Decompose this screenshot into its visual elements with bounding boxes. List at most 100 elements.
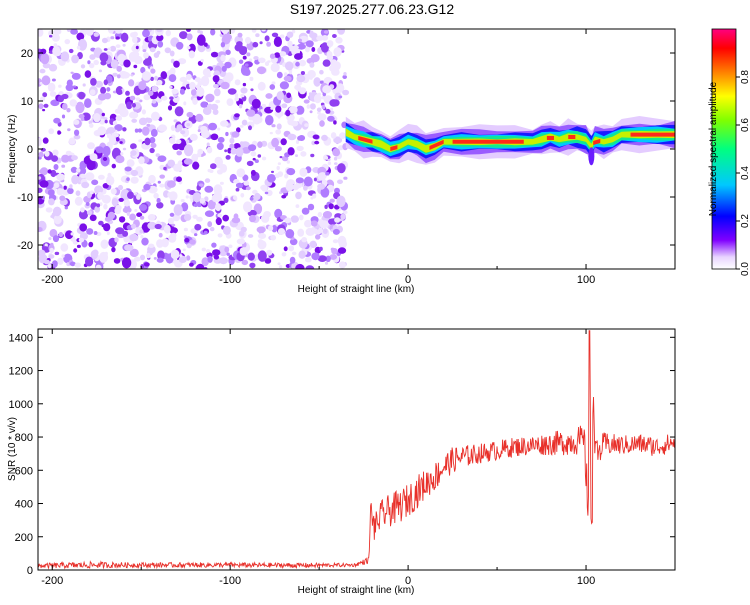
noise-speckle xyxy=(236,41,243,47)
noise-speckle xyxy=(295,61,300,67)
noise-speckle xyxy=(171,88,179,94)
signal-core xyxy=(593,138,601,145)
noise-speckle xyxy=(338,261,346,269)
noise-speckle xyxy=(247,252,255,261)
noise-speckle xyxy=(257,141,263,149)
noise-speckle xyxy=(114,237,119,243)
noise-speckle xyxy=(180,130,186,135)
noise-speckle xyxy=(201,257,209,267)
noise-speckle xyxy=(178,255,187,263)
noise-speckle xyxy=(135,97,141,101)
noise-speckle xyxy=(198,183,204,187)
noise-speckle xyxy=(223,197,229,203)
noise-speckle xyxy=(58,231,64,238)
noise-speckle xyxy=(69,99,78,107)
noise-speckle xyxy=(343,72,347,76)
noise-speckle xyxy=(333,47,342,57)
spectrogram-marks xyxy=(38,29,675,269)
noise-speckle xyxy=(103,79,109,86)
noise-speckle xyxy=(295,105,305,115)
noise-speckle xyxy=(129,111,139,119)
noise-speckle xyxy=(259,41,263,45)
noise-speckle xyxy=(170,232,177,239)
noise-speckle xyxy=(170,125,176,131)
noise-speckle xyxy=(116,88,123,95)
noise-speckle xyxy=(231,131,240,138)
noise-speckle xyxy=(268,225,274,232)
noise-speckle xyxy=(238,59,244,64)
noise-speckle xyxy=(338,145,344,151)
noise-speckle xyxy=(89,54,96,60)
noise-speckle xyxy=(324,155,329,160)
noise-speckle xyxy=(244,63,249,67)
noise-speckle xyxy=(289,256,296,264)
noise-speckle xyxy=(234,113,240,118)
noise-speckle xyxy=(284,173,289,179)
noise-speckle xyxy=(169,96,174,100)
noise-speckle xyxy=(89,214,97,222)
noise-speckle xyxy=(38,137,42,145)
noise-speckle xyxy=(250,151,257,157)
noise-speckle xyxy=(301,237,308,243)
noise-speckle xyxy=(131,118,138,123)
y-tick-label: 1200 xyxy=(9,366,33,378)
noise-speckle xyxy=(52,235,60,243)
spectrogram-x-axis: -200 -100 0 100 xyxy=(41,29,676,286)
noise-speckle xyxy=(220,120,229,127)
noise-speckle xyxy=(236,238,246,245)
noise-speckle xyxy=(95,146,104,154)
noise-speckle xyxy=(258,233,267,239)
noise-speckle xyxy=(123,59,131,68)
noise-speckle xyxy=(199,125,208,134)
noise-speckle xyxy=(176,176,182,182)
noise-speckle xyxy=(177,58,187,65)
noise-speckle xyxy=(287,147,295,156)
noise-speckle xyxy=(52,206,62,217)
noise-speckle xyxy=(246,52,251,57)
noise-speckle xyxy=(184,237,190,243)
noise-speckle xyxy=(97,191,104,200)
noise-speckle xyxy=(186,123,191,127)
noise-speckle xyxy=(74,196,83,206)
noise-speckle xyxy=(70,71,74,75)
noise-speckle xyxy=(156,197,161,204)
noise-speckle xyxy=(262,156,267,161)
noise-speckle xyxy=(291,251,297,256)
noise-speckle xyxy=(274,52,281,58)
noise-speckle xyxy=(304,123,309,127)
noise-speckle xyxy=(159,174,165,179)
noise-speckle xyxy=(192,161,200,170)
noise-speckle xyxy=(309,62,315,68)
noise-speckle xyxy=(114,207,121,215)
noise-speckle xyxy=(89,63,95,69)
noise-speckle xyxy=(100,86,107,94)
noise-speckle xyxy=(76,45,81,50)
noise-speckle xyxy=(203,230,208,235)
noise-speckle xyxy=(139,215,145,220)
noise-speckle xyxy=(217,213,222,218)
noise-speckle xyxy=(106,127,116,134)
noise-speckle xyxy=(67,128,71,132)
noise-speckle xyxy=(167,217,174,225)
noise-speckle xyxy=(317,111,321,115)
noise-speckle xyxy=(133,64,138,69)
noise-speckle xyxy=(119,138,126,145)
noise-speckle xyxy=(90,78,97,86)
noise-speckle xyxy=(116,65,122,72)
noise-speckle xyxy=(74,129,80,136)
noise-speckle xyxy=(329,198,335,203)
noise-speckle xyxy=(89,190,94,195)
noise-speckle xyxy=(141,71,152,81)
noise-speckle xyxy=(123,199,131,207)
noise-speckle xyxy=(40,53,50,65)
noise-speckle xyxy=(238,46,248,56)
noise-speckle xyxy=(317,113,327,121)
noise-speckle xyxy=(207,221,213,228)
noise-speckle xyxy=(269,53,276,59)
signal-dropout xyxy=(588,147,595,166)
noise-speckle xyxy=(157,124,168,132)
noise-speckle xyxy=(225,72,234,82)
noise-speckle xyxy=(315,234,321,240)
noise-speckle xyxy=(212,109,219,115)
noise-speckle xyxy=(271,170,274,174)
